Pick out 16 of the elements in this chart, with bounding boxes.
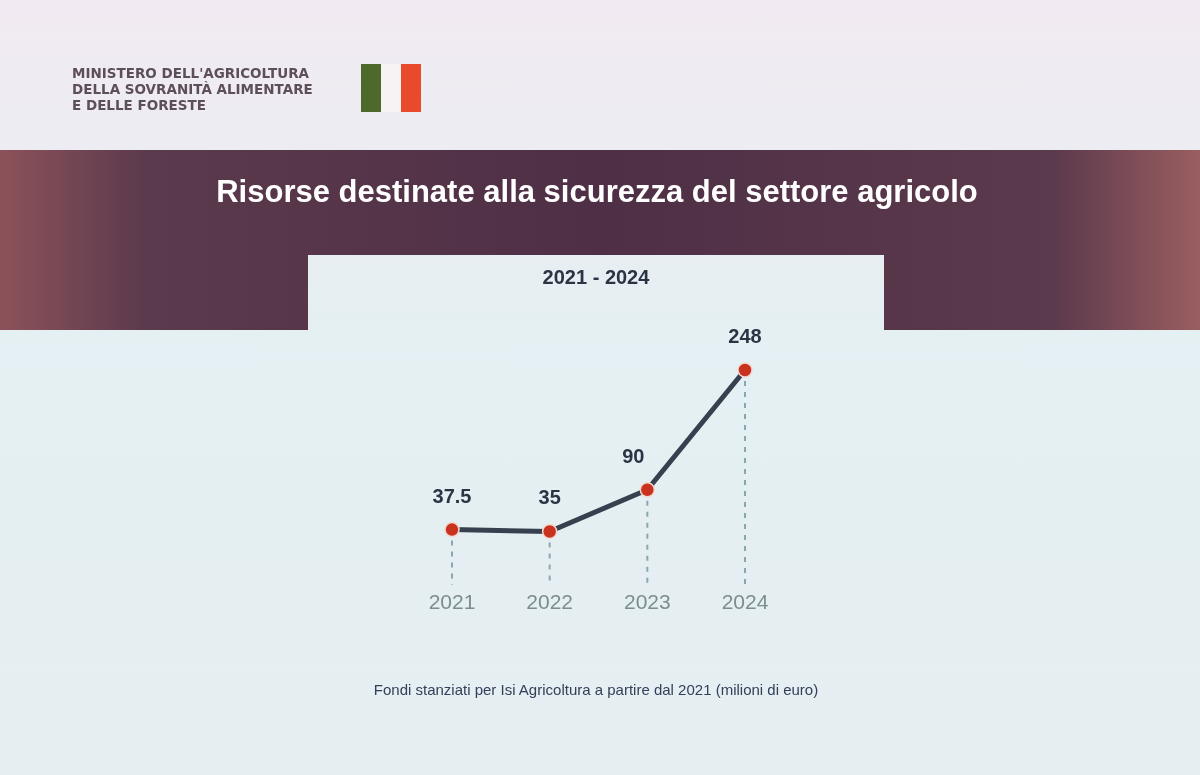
text: Fondi stanziati per Isi Agricoltura a partire dal 2021 (milioni di euro) [373,681,819,698]
point [639,482,656,498]
data-label: 35 [538,486,561,509]
x-tick-label: 2023 [623,590,671,613]
chart-title: Risorse destinate alla sicurezza del settore agricolo [216,174,978,209]
x-tick-label: 2022 [526,590,574,613]
point [737,362,753,378]
chart-subtitle: 2021 - 2024 [542,266,651,288]
point [541,523,558,540]
data-label: 37.5 [432,484,472,507]
data-label: 90 [622,444,645,467]
point [444,521,460,538]
x-tick-label: 2024 [721,590,769,613]
data-label: 248 [728,325,762,347]
x-tick-label: 2021 [428,590,476,613]
text: MINISTERO DELL'AGRICOLTURA DELLA SOVRANITÀ ALIMENTARE E DELLE FORESTE [72,65,313,113]
